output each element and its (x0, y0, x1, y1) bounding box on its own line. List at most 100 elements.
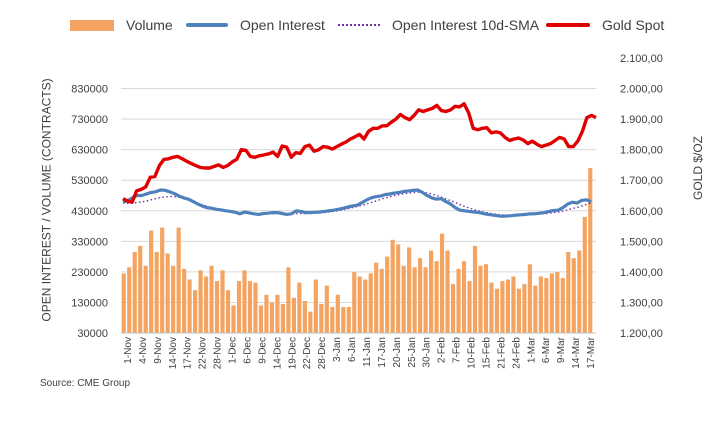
legend-open-interest-swatch (186, 23, 228, 27)
volume-bar (127, 267, 132, 333)
volume-bar (264, 294, 269, 333)
volume-bars (121, 168, 593, 333)
x-tick-label: 17-Nov (183, 337, 194, 369)
x-tick-label: 6-Mar (541, 336, 552, 363)
volume-bar (165, 253, 170, 333)
y2-tick-label: 1.300,00 (620, 297, 663, 309)
x-tick-label: 28-Dec (317, 337, 328, 369)
volume-bar (582, 216, 587, 333)
x-tick-label: 9-Mar (556, 336, 567, 363)
volume-bar (182, 268, 187, 333)
volume-bar (132, 252, 137, 333)
x-tick-label: 9-Dec (257, 337, 268, 364)
legend-sma-swatch (338, 24, 380, 26)
volume-bar (429, 250, 434, 333)
legend-gold: Gold Spot (546, 14, 664, 36)
volume-bar (478, 265, 483, 333)
x-tick-label: 17-Jan (377, 337, 388, 368)
x-tick-label: 3-Jan (332, 337, 343, 362)
volume-bar (143, 265, 148, 333)
volume-bar (220, 270, 225, 333)
volume-bar (434, 261, 439, 333)
y-tick-label: 530000 (71, 175, 108, 187)
volume-bar (346, 307, 351, 333)
x-tick-label: 6-Dec (242, 337, 253, 364)
volume-bar (566, 252, 571, 333)
y-tick-label: 30000 (77, 328, 108, 340)
x-tick-label: 1-Dec (228, 337, 239, 364)
volume-bar (390, 239, 395, 333)
volume-bar (472, 245, 478, 333)
volume-bar (335, 294, 340, 333)
legend-volume: Volume (70, 14, 173, 36)
x-tick-label: 25-Jan (407, 337, 418, 368)
volume-bar (401, 265, 406, 333)
gridlines (121, 88, 596, 303)
volume-bar (236, 281, 242, 333)
volume-bar (313, 279, 318, 333)
volume-bar (445, 250, 450, 333)
volume-bar (302, 300, 307, 333)
legend-volume-swatch (70, 19, 114, 31)
volume-bar (330, 307, 335, 333)
legend-gold-swatch (546, 23, 590, 27)
y-axis-title-right: GOLD $/OZ (691, 135, 706, 201)
y-tick-label: 430000 (71, 206, 108, 218)
x-tick-label: 19-Dec (287, 337, 298, 369)
x-tick-label: 9-Nov (153, 337, 164, 364)
volume-bar (138, 245, 143, 333)
legend-volume-label: Volume (126, 17, 173, 33)
x-tick-label: 24-Feb (511, 337, 522, 369)
volume-bar (231, 305, 236, 333)
volume-bar (160, 227, 165, 333)
volume-bar (511, 276, 516, 333)
axes: 30000 130000 230000 330000 430000 530000 63000… (71, 53, 663, 369)
legend: Volume Open Interest Open Interest 10d-S… (0, 14, 727, 36)
volume-bar (439, 233, 445, 333)
volume-bar (319, 303, 324, 333)
volume-bar (341, 307, 346, 333)
volume-bar (461, 261, 467, 333)
x-tick-label: 22-Dec (302, 337, 313, 369)
volume-bar (412, 267, 417, 333)
y-tick-label: 830000 (71, 84, 108, 96)
x-tick-label: 14-Mar (571, 336, 582, 368)
volume-bar (149, 230, 154, 333)
volume-bar (538, 276, 543, 333)
x-tick-label: 1-Nov (123, 337, 134, 364)
volume-bar (225, 290, 231, 333)
volume-bar (363, 279, 368, 333)
volume-bar (505, 279, 511, 333)
volume-bar (154, 252, 159, 333)
y2-tick-label: 1.600,00 (620, 206, 663, 218)
volume-bar (214, 281, 220, 333)
volume-bar (308, 311, 313, 333)
volume-bar (407, 247, 412, 333)
volume-bar (544, 278, 549, 333)
x-tick-label: 11-Jan (362, 337, 373, 367)
x-tick-label: 14-Dec (272, 337, 283, 369)
volume-bar (258, 305, 264, 333)
volume-bar (527, 264, 532, 333)
volume-bar (247, 281, 253, 333)
volume-bar (209, 265, 214, 333)
volume-bar (297, 282, 302, 333)
volume-bar (253, 282, 258, 333)
volume-bar (467, 281, 472, 333)
volume-bar (291, 297, 296, 333)
volume-bar (286, 267, 291, 333)
legend-open-interest-label: Open Interest (240, 17, 325, 33)
legend-gold-label: Gold Spot (602, 17, 665, 33)
x-tick-label: 17-Mar (586, 336, 597, 368)
volume-bar (450, 284, 456, 333)
volume-bar (269, 302, 275, 333)
volume-bar (494, 288, 500, 333)
x-tick-label: 21-Feb (496, 337, 507, 369)
volume-bar (198, 270, 203, 333)
volume-bar (489, 282, 494, 333)
volume-bar (588, 168, 593, 333)
y2-tick-label: 1.200,00 (620, 328, 663, 340)
volume-bar (357, 276, 362, 333)
legend-sma-label: Open Interest 10d-SMA (392, 17, 540, 33)
volume-bar (368, 273, 373, 333)
